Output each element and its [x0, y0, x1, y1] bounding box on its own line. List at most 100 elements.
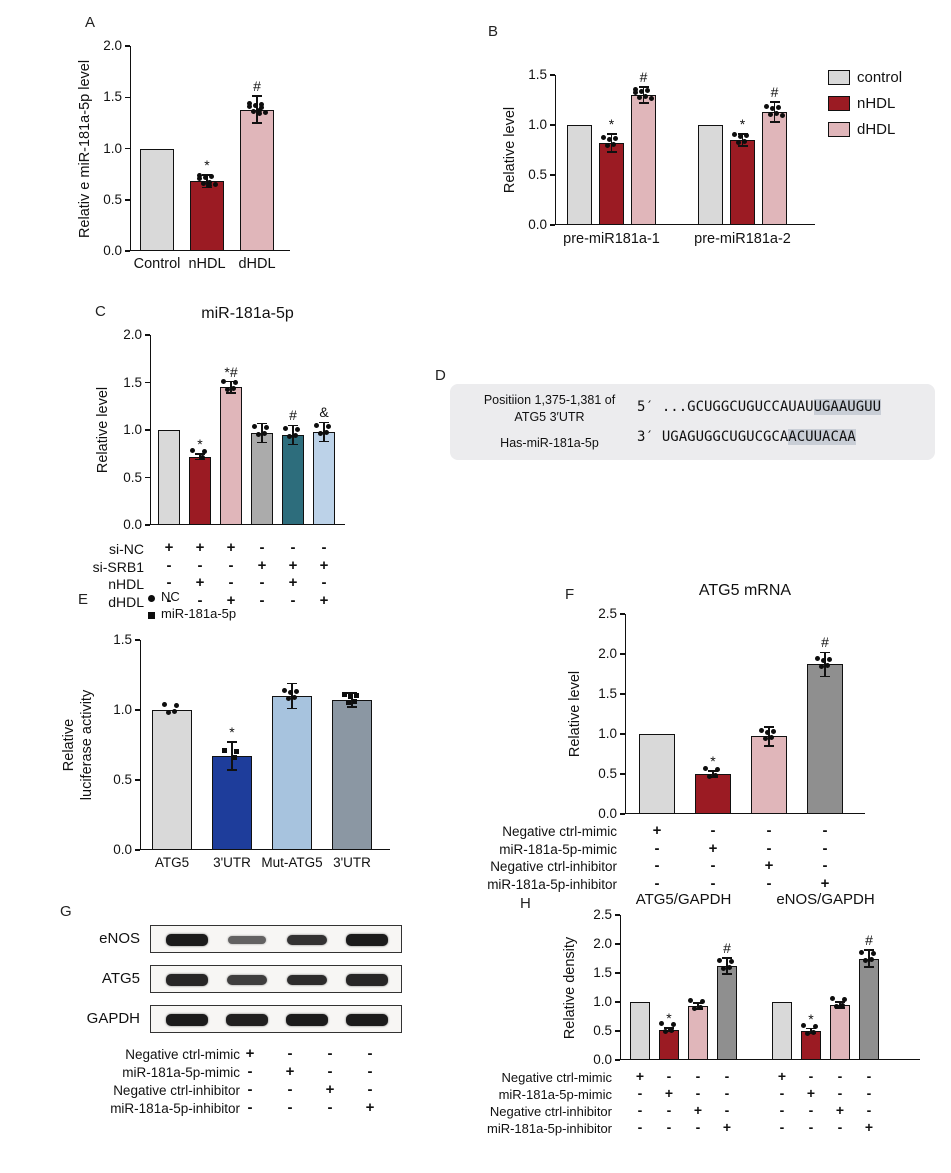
matrix-sign: -: [321, 539, 327, 556]
data-point: [668, 1028, 674, 1034]
bar: [772, 1002, 792, 1060]
matrix-sign: +: [288, 574, 298, 591]
data-point: [738, 133, 743, 139]
x-category-label: Mut-ATG5: [261, 855, 323, 870]
data-point: [262, 110, 268, 116]
data-point: [770, 728, 776, 734]
data-point: [768, 734, 774, 740]
data-point: [633, 86, 638, 92]
matrix-sign: -: [866, 1068, 872, 1084]
matrix-sign: +: [777, 1068, 787, 1084]
matrix-sign: -: [321, 574, 327, 591]
y-tick-mark: [145, 429, 150, 431]
error-bar-cap: [257, 441, 267, 444]
matrix-sign: -: [766, 839, 772, 857]
y-tick-mark: [620, 653, 625, 655]
data-point: [171, 708, 177, 714]
bar: [190, 181, 224, 251]
bar: [240, 109, 274, 251]
bar: [659, 1029, 679, 1060]
matrix-sign: +: [835, 1102, 845, 1118]
matrix-sign: -: [654, 839, 660, 857]
legend-swatch: [828, 96, 850, 111]
data-point: [313, 423, 319, 429]
matrix-sign: -: [259, 539, 265, 556]
error-bar-cap: [227, 741, 237, 743]
x-category-label: ATG5: [154, 855, 190, 870]
matrix-sign: +: [652, 822, 662, 839]
matrix-sign: -: [766, 874, 772, 892]
panel-label-F: F: [565, 586, 575, 603]
matrix-sign: -: [247, 1099, 253, 1116]
y-tick-mark: [620, 693, 625, 695]
error-bar-cap: [288, 424, 298, 426]
data-point: [742, 138, 747, 144]
y-tick-label: 0.0: [113, 842, 132, 857]
y-tick-label: 0.0: [528, 217, 547, 232]
matrix-sign: -: [822, 822, 828, 839]
matrix-sign: -: [197, 591, 203, 609]
data-point: [256, 111, 262, 117]
bar: [332, 700, 372, 850]
panel-H: H 0.0 0.5 1.0 1.5 2.0 2.5 Relative density * # * #…: [470, 885, 950, 1173]
data-point: [189, 448, 195, 454]
data-point: [232, 379, 238, 385]
y-tick-label: 2.5: [593, 907, 612, 922]
panel-label-E: E: [78, 591, 89, 608]
matrix-sign: +: [693, 1102, 703, 1118]
error-bar-cap: [820, 651, 830, 654]
panel-label-C: C: [95, 303, 106, 320]
data-point: [728, 958, 734, 964]
matrix-sign: -: [779, 1085, 785, 1101]
matrix-sign: +: [319, 591, 329, 609]
data-point: [800, 1022, 806, 1028]
significance-marker: *#: [224, 363, 238, 380]
significance-marker: #: [865, 931, 873, 948]
significance-marker: *: [710, 752, 716, 769]
data-point: [287, 689, 293, 695]
bar: [695, 774, 731, 814]
bar: [567, 125, 592, 225]
matrix-row-label: si-SRB1: [92, 558, 144, 575]
bar: [313, 431, 335, 525]
y-tick-label: 2.0: [123, 327, 142, 342]
target-sequence-text: ...GCUGGCUGUCCAUAU: [661, 399, 814, 415]
matrix-sign: -: [259, 574, 265, 591]
bar: [730, 140, 755, 225]
matrix-sign: -: [710, 857, 716, 874]
matrix-sign: -: [666, 1102, 672, 1118]
data-point: [605, 142, 610, 148]
data-point: [282, 426, 288, 432]
data-point: [286, 434, 292, 440]
error-bar-cap: [722, 957, 732, 959]
legend-label: dHDL: [857, 121, 896, 138]
matrix-sign: +: [365, 1099, 375, 1116]
data-point: [206, 179, 212, 185]
y-tick-label: 2.5: [598, 606, 617, 621]
protein-band: [226, 1014, 268, 1026]
error-bar-cap: [764, 726, 774, 728]
legend-marker-circle: [148, 595, 155, 602]
significance-marker: *: [608, 116, 615, 132]
protein-band: [166, 974, 208, 986]
matrix-sign: +: [722, 1119, 732, 1135]
data-point: [224, 386, 230, 392]
data-point: [841, 997, 847, 1003]
error-bar-cap: [864, 966, 874, 968]
bar: [688, 1006, 708, 1060]
matrix-sign: -: [866, 1102, 872, 1118]
error-bar-cap: [319, 421, 329, 424]
panel-G: G eNOS ATG5 GAPDH Negative ctrl-mimic + - - - mi…: [35, 895, 465, 1173]
matrix-sign: -: [287, 1081, 293, 1098]
matrix-sign: -: [166, 574, 172, 591]
chart-title: miR-181a-5p: [201, 305, 294, 322]
error-bar-cap: [252, 122, 262, 124]
y-axis-label: Relative density: [561, 936, 578, 1039]
blot-lane-box: [150, 965, 402, 993]
data-point: [770, 105, 775, 111]
data-point: [212, 181, 218, 187]
error-bar-cap: [252, 95, 262, 97]
bar: [599, 143, 624, 225]
error-bar-cap: [820, 675, 830, 678]
y-tick-mark: [615, 1030, 620, 1032]
